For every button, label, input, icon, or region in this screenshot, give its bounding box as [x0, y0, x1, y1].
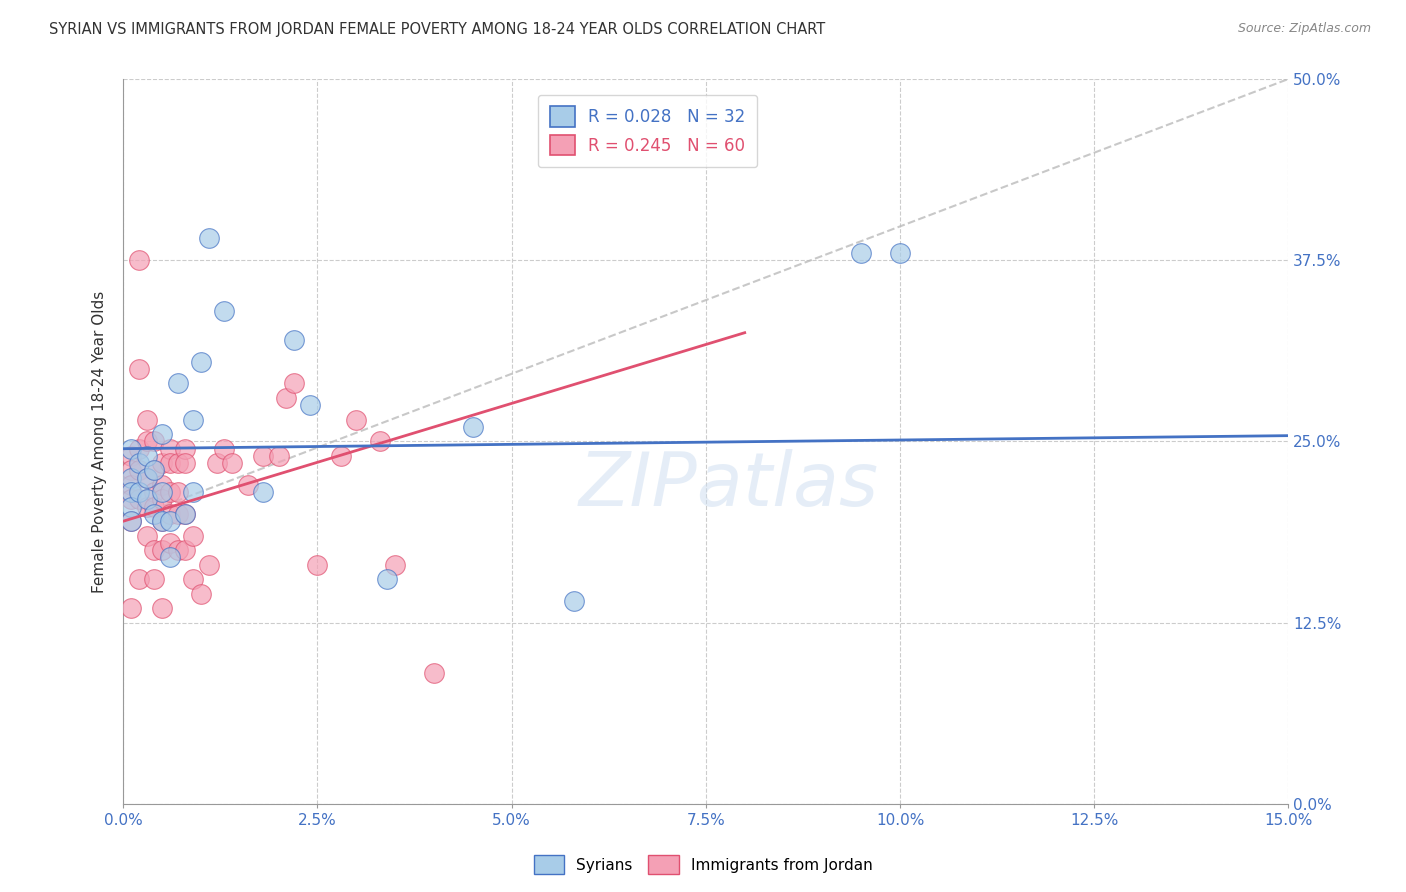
Point — [128, 485, 150, 500]
Point — [214, 442, 236, 456]
Point — [190, 587, 212, 601]
Point — [276, 391, 298, 405]
Point — [143, 463, 166, 477]
Point — [174, 507, 197, 521]
Point — [174, 442, 197, 456]
Point — [851, 246, 873, 260]
Point — [461, 420, 484, 434]
Text: Source: ZipAtlas.com: Source: ZipAtlas.com — [1237, 22, 1371, 36]
Point — [120, 442, 142, 456]
Point — [128, 442, 150, 456]
Point — [377, 572, 399, 586]
Point — [423, 666, 446, 681]
Point — [889, 246, 911, 260]
Point — [128, 463, 150, 477]
Point — [166, 376, 188, 391]
Point — [252, 485, 274, 500]
Point — [120, 478, 142, 492]
Point — [135, 449, 157, 463]
Point — [120, 485, 142, 500]
Point — [128, 456, 150, 470]
Point — [174, 456, 197, 470]
Text: SYRIAN VS IMMIGRANTS FROM JORDAN FEMALE POVERTY AMONG 18-24 YEAR OLDS CORRELATIO: SYRIAN VS IMMIGRANTS FROM JORDAN FEMALE … — [49, 22, 825, 37]
Point — [143, 434, 166, 449]
Legend: R = 0.028   N = 32, R = 0.245   N = 60: R = 0.028 N = 32, R = 0.245 N = 60 — [538, 95, 756, 167]
Point — [143, 500, 166, 514]
Point — [159, 485, 181, 500]
Point — [181, 485, 204, 500]
Point — [307, 558, 329, 572]
Point — [329, 449, 352, 463]
Point — [159, 550, 181, 565]
Point — [143, 463, 166, 477]
Point — [120, 601, 142, 615]
Point — [181, 529, 204, 543]
Point — [143, 543, 166, 558]
Point — [150, 492, 173, 507]
Point — [181, 413, 204, 427]
Point — [166, 485, 188, 500]
Point — [236, 478, 259, 492]
Point — [135, 434, 157, 449]
Point — [159, 514, 181, 528]
Point — [120, 492, 142, 507]
Point — [150, 543, 173, 558]
Point — [252, 449, 274, 463]
Point — [283, 376, 305, 391]
Point — [368, 434, 391, 449]
Point — [197, 558, 219, 572]
Point — [267, 449, 290, 463]
Point — [120, 514, 142, 528]
Point — [159, 456, 181, 470]
Point — [150, 456, 173, 470]
Point — [135, 413, 157, 427]
Point — [159, 507, 181, 521]
Point — [135, 471, 157, 485]
Point — [197, 231, 219, 245]
Point — [205, 456, 228, 470]
Point — [283, 333, 305, 347]
Point — [128, 253, 150, 268]
Point — [150, 485, 173, 500]
Point — [150, 514, 173, 528]
Point — [120, 463, 142, 477]
Point — [166, 456, 188, 470]
Legend: Syrians, Immigrants from Jordan: Syrians, Immigrants from Jordan — [527, 849, 879, 880]
Point — [214, 304, 236, 318]
Point — [128, 362, 150, 376]
Point — [181, 572, 204, 586]
Y-axis label: Female Poverty Among 18-24 Year Olds: Female Poverty Among 18-24 Year Olds — [93, 290, 107, 592]
Point — [143, 507, 166, 521]
Text: ZIPatlas: ZIPatlas — [579, 449, 879, 521]
Point — [150, 427, 173, 442]
Point — [166, 507, 188, 521]
Point — [135, 529, 157, 543]
Point — [298, 398, 321, 412]
Point — [344, 413, 367, 427]
Point — [120, 449, 142, 463]
Point — [174, 543, 197, 558]
Point — [135, 492, 157, 507]
Point — [150, 601, 173, 615]
Point — [562, 594, 585, 608]
Point — [384, 558, 406, 572]
Point — [120, 514, 142, 528]
Point — [128, 492, 150, 507]
Point — [150, 514, 173, 528]
Point — [143, 485, 166, 500]
Point — [120, 471, 142, 485]
Point — [190, 354, 212, 368]
Point — [135, 500, 157, 514]
Point — [159, 442, 181, 456]
Point — [174, 507, 197, 521]
Point — [150, 478, 173, 492]
Point — [221, 456, 243, 470]
Point — [135, 471, 157, 485]
Point — [159, 536, 181, 550]
Point — [166, 543, 188, 558]
Point — [143, 572, 166, 586]
Point — [128, 572, 150, 586]
Point — [120, 500, 142, 514]
